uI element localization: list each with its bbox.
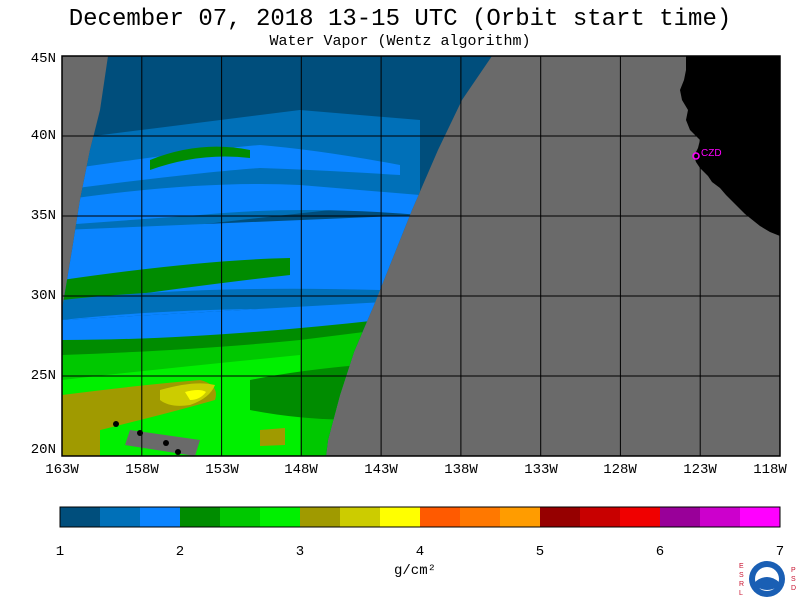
svg-text:S: S: [791, 576, 796, 583]
lon-label: 153W: [205, 462, 239, 478]
lat-label: 30N: [30, 288, 56, 304]
lat-label: 40N: [30, 128, 56, 144]
lon-label: 118W: [753, 462, 787, 478]
map-frame: [61, 55, 781, 457]
land-mass: [680, 56, 780, 236]
lon-label: 163W: [45, 462, 79, 478]
lat-label: 45N: [30, 51, 56, 67]
station-label: CZD: [701, 148, 722, 159]
lon-label: 133W: [524, 462, 558, 478]
lon-label: 148W: [284, 462, 318, 478]
svg-text:P: P: [791, 567, 796, 574]
colorbar-tick-label: 7: [775, 544, 785, 560]
lon-label: 158W: [125, 462, 159, 478]
lon-label: 143W: [364, 462, 398, 478]
colorbar-tick-label: 2: [175, 544, 185, 560]
svg-text:L: L: [739, 590, 743, 597]
colorbar-tick-label: 3: [295, 544, 305, 560]
svg-text:S: S: [739, 572, 744, 579]
lat-lon-grid: [62, 56, 780, 456]
lon-label: 128W: [603, 462, 637, 478]
map-title: December 07, 2018 13-15 UTC (Orbit start…: [68, 6, 732, 33]
lon-label: 123W: [683, 462, 717, 478]
colorbar-tick-label: 5: [535, 544, 545, 560]
lat-label: 35N: [30, 208, 56, 224]
svg-text:D: D: [791, 585, 796, 592]
colorbar-unit: g/cm²: [393, 563, 436, 579]
lat-label: 20N: [30, 442, 56, 458]
svg-text:R: R: [739, 581, 744, 588]
colorbar-tick-label: 4: [415, 544, 425, 560]
station-marker: [692, 152, 700, 160]
colorbar-tick-label: 6: [655, 544, 665, 560]
lon-label: 138W: [444, 462, 478, 478]
map-subtitle: Water Vapor (Wentz algorithm): [269, 33, 531, 50]
colorbar-tick-label: 1: [55, 544, 65, 560]
lat-label: 25N: [30, 368, 56, 384]
svg-text:E: E: [739, 563, 744, 570]
